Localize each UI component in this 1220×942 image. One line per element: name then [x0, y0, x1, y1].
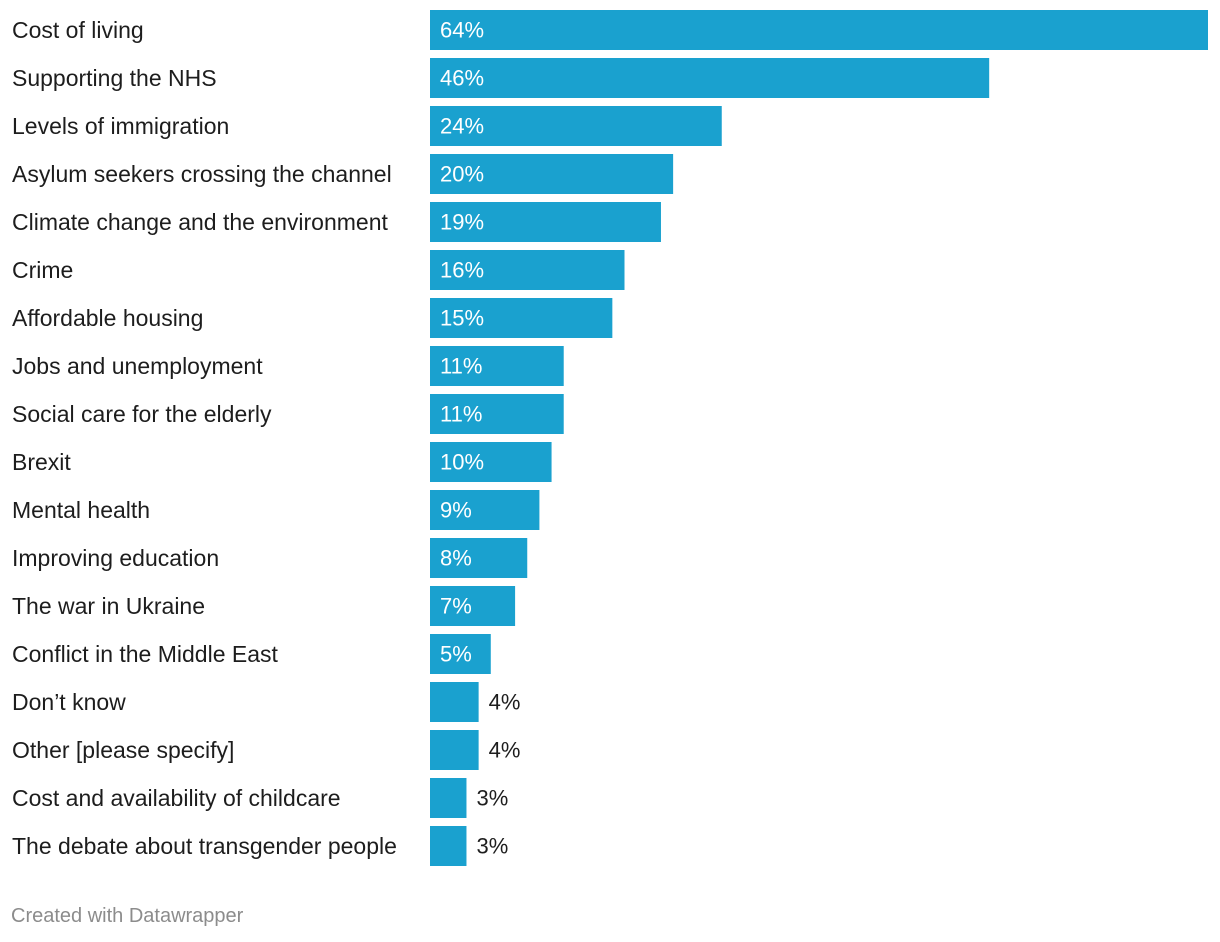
bar-row-crime: Crime 16%: [12, 250, 625, 290]
category-label: Conflict in the Middle East: [12, 641, 279, 667]
bar-row-mental-health: Mental health 9%: [12, 490, 540, 530]
category-label: Jobs and unemployment: [12, 353, 263, 379]
category-label: The debate about transgender people: [12, 833, 397, 859]
bar-row-levels-of-immigration: Levels of immigration 24%: [12, 106, 722, 146]
bar-row-social-care-for-the-elderly: Social care for the elderly 11%: [12, 394, 564, 434]
category-label: Affordable housing: [12, 305, 203, 331]
category-label: Don’t know: [12, 689, 126, 715]
bar: [430, 634, 491, 674]
bar: [430, 826, 467, 866]
bar-row-the-debate-about-transgender-people: The debate about transgender people 3%: [12, 826, 508, 866]
bar: [430, 682, 479, 722]
value-label: 3%: [476, 834, 508, 859]
bar: [430, 490, 540, 530]
bar-row-the-war-in-ukraine: The war in Ukraine 7%: [12, 586, 516, 626]
value-label: 19%: [440, 210, 484, 235]
bar-row-improving-education: Improving education 8%: [12, 538, 528, 578]
bar-row-affordable-housing: Affordable housing 15%: [12, 298, 613, 338]
value-label: 20%: [440, 162, 484, 187]
value-label: 5%: [440, 642, 472, 667]
bar: [430, 58, 990, 98]
bar-chart: Cost of living 64% Supporting the NHS 46% Le…: [12, 10, 1208, 866]
value-label: 15%: [440, 306, 484, 331]
bar: [430, 106, 722, 146]
bar-row-conflict-in-the-middle-east: Conflict in the Middle East 5%: [12, 634, 491, 674]
bar-row-don-t-know: Don’t know 4%: [12, 682, 520, 722]
category-label: Brexit: [12, 449, 71, 475]
bar: [430, 298, 613, 338]
category-label: Social care for the elderly: [12, 401, 272, 427]
bar: [430, 394, 564, 434]
bar: [430, 250, 625, 290]
value-label: 24%: [440, 114, 484, 139]
value-label: 11%: [440, 402, 482, 427]
bar-row-asylum-seekers-crossing-the-channel: Asylum seekers crossing the channel 20%: [12, 154, 674, 194]
datawrapper-credit: Created with Datawrapper: [11, 905, 244, 927]
bar: [430, 154, 674, 194]
category-label: Mental health: [12, 497, 150, 523]
value-label: 3%: [476, 786, 508, 811]
value-label: 16%: [440, 258, 484, 283]
bar: [430, 778, 467, 818]
category-label: Improving education: [12, 545, 219, 571]
bar-row-cost-and-availability-of-childcare: Cost and availability of childcare 3%: [12, 778, 508, 818]
value-label: 4%: [489, 738, 521, 763]
bar: [430, 730, 479, 770]
value-label: 8%: [440, 546, 472, 571]
bar-row-jobs-and-unemployment: Jobs and unemployment 11%: [12, 346, 564, 386]
value-label: 64%: [440, 18, 484, 43]
category-label: Climate change and the environment: [12, 209, 389, 235]
value-label: 7%: [440, 594, 472, 619]
bar: [430, 538, 528, 578]
category-label: Cost and availability of childcare: [12, 785, 341, 811]
bar-row-climate-change-and-the-environment: Climate change and the environment 19%: [12, 202, 661, 242]
value-label: 11%: [440, 354, 482, 379]
bar: [430, 442, 552, 482]
bar-row-brexit: Brexit 10%: [12, 442, 552, 482]
category-label: Other [please specify]: [12, 737, 234, 763]
bar: [430, 346, 564, 386]
value-label: 46%: [440, 66, 484, 91]
bar: [430, 202, 661, 242]
category-label: The war in Ukraine: [12, 593, 205, 619]
bar-row-other-please-specify: Other [please specify] 4%: [12, 730, 520, 770]
value-label: 4%: [489, 690, 521, 715]
bar-row-cost-of-living: Cost of living 64%: [12, 10, 1208, 50]
bar: [430, 586, 516, 626]
value-label: 9%: [440, 498, 472, 523]
category-label: Supporting the NHS: [12, 65, 217, 91]
category-label: Crime: [12, 257, 73, 283]
category-label: Levels of immigration: [12, 113, 229, 139]
category-label: Asylum seekers crossing the channel: [12, 161, 392, 187]
bar: [430, 10, 1208, 50]
category-label: Cost of living: [12, 17, 144, 43]
bar-row-supporting-the-nhs: Supporting the NHS 46%: [12, 58, 990, 98]
value-label: 10%: [440, 450, 484, 475]
